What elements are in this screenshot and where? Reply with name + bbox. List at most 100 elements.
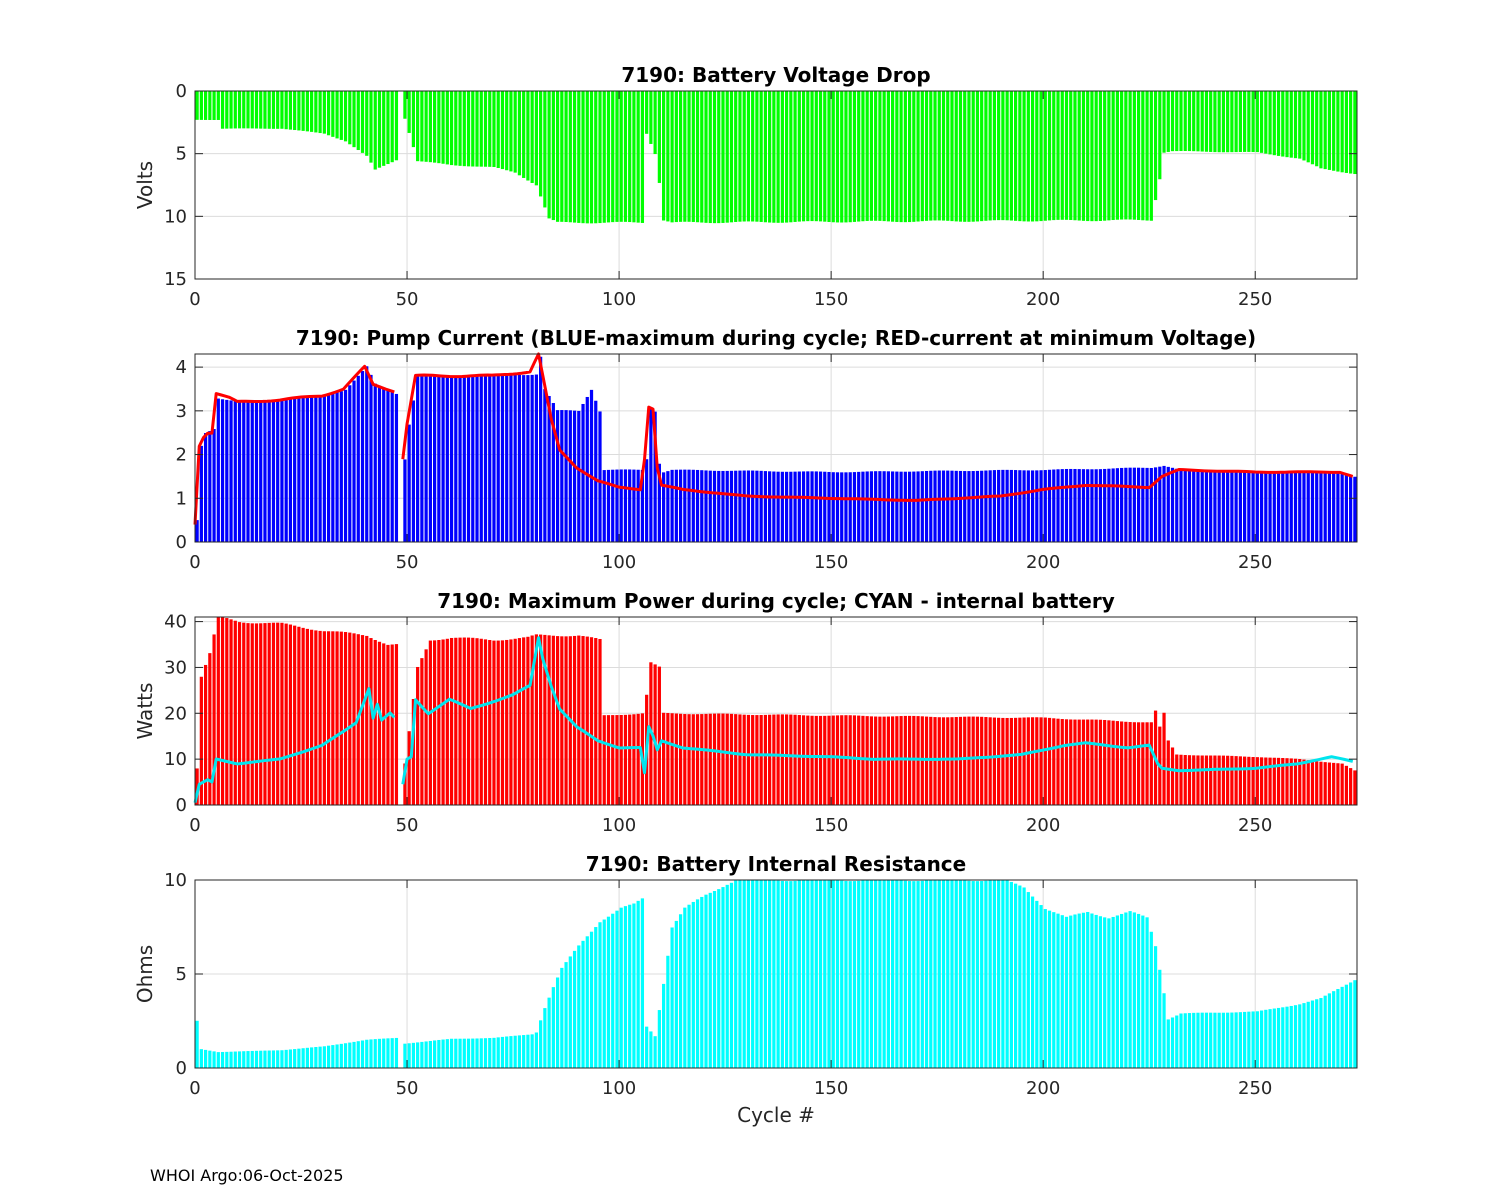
- bar: [445, 1039, 449, 1068]
- bar: [721, 470, 725, 542]
- bar: [598, 638, 602, 805]
- bar: [712, 91, 717, 224]
- bar: [780, 714, 784, 805]
- bar: [454, 91, 458, 166]
- bar: [1187, 755, 1192, 805]
- bar: [517, 638, 522, 805]
- bar: [763, 880, 768, 1068]
- bar: [555, 977, 560, 1068]
- bar: [628, 904, 632, 1068]
- bar: [691, 714, 695, 805]
- bar: [1107, 468, 1111, 542]
- bar: [530, 1034, 534, 1068]
- bar: [492, 374, 496, 542]
- y-tick-label: 0: [176, 1058, 187, 1079]
- bar: [1047, 910, 1052, 1068]
- bar: [373, 1039, 377, 1068]
- bar: [1047, 717, 1052, 805]
- bar: [352, 91, 356, 148]
- bar: [1221, 755, 1226, 805]
- bar: [237, 1051, 242, 1068]
- bar: [339, 631, 343, 805]
- bar: [505, 91, 509, 171]
- bar: [1132, 91, 1136, 220]
- bar: [1226, 1012, 1230, 1068]
- bar: [793, 471, 797, 542]
- bar: [738, 714, 742, 805]
- bar: [691, 469, 695, 542]
- bar: [852, 881, 857, 1068]
- bar: [547, 997, 551, 1068]
- bar: [216, 1052, 220, 1068]
- bar: [373, 383, 377, 542]
- bar: [466, 637, 471, 805]
- bar: [1204, 1012, 1209, 1068]
- bar: [814, 880, 818, 1068]
- bar: [840, 880, 844, 1068]
- bar: [1039, 91, 1043, 222]
- bar: [725, 713, 729, 805]
- bar: [818, 91, 823, 222]
- bar: [233, 620, 237, 805]
- bar: [763, 714, 768, 805]
- bar: [1103, 91, 1107, 221]
- bar: [318, 630, 322, 805]
- bar: [874, 91, 878, 221]
- bar: [343, 1043, 348, 1068]
- bar: [789, 91, 793, 223]
- bar: [225, 399, 229, 542]
- bar: [776, 471, 780, 542]
- bar: [322, 1046, 326, 1068]
- bar: [445, 91, 449, 165]
- bar: [433, 374, 437, 542]
- bar: [662, 712, 666, 805]
- bar: [1234, 471, 1238, 542]
- bar: [831, 715, 835, 805]
- bar: [721, 91, 725, 223]
- y-axis-label: Watts: [133, 683, 157, 740]
- bar: [1319, 91, 1323, 169]
- bar: [1272, 91, 1276, 156]
- bar: [623, 714, 628, 805]
- bar: [912, 471, 916, 542]
- bar: [742, 880, 746, 1068]
- bar: [1310, 760, 1315, 805]
- bar: [1349, 91, 1353, 174]
- bar: [1141, 467, 1145, 542]
- bar: [657, 666, 661, 805]
- bar: [199, 445, 203, 542]
- bar: [861, 471, 865, 542]
- bar: [530, 635, 534, 805]
- bar: [1035, 91, 1039, 222]
- bar: [237, 622, 242, 805]
- bar: [657, 463, 661, 542]
- bar: [572, 950, 577, 1068]
- bar: [1344, 765, 1349, 805]
- bar: [700, 896, 704, 1068]
- bar: [891, 880, 895, 1068]
- bar: [526, 91, 530, 181]
- bar: [1243, 1011, 1247, 1068]
- bar: [293, 91, 297, 131]
- bar: [674, 91, 678, 223]
- bar: [509, 639, 513, 805]
- bar: [623, 906, 628, 1068]
- bar: [992, 880, 997, 1068]
- bar: [1310, 471, 1315, 542]
- bar: [1018, 717, 1022, 805]
- bar: [348, 1042, 352, 1068]
- bar: [806, 471, 810, 542]
- bar: [555, 410, 560, 542]
- bar: [768, 714, 772, 805]
- bar: [1281, 472, 1285, 542]
- bar: [1014, 883, 1018, 1068]
- bar: [203, 91, 208, 120]
- bar: [666, 91, 670, 222]
- bar: [691, 91, 695, 222]
- bar: [216, 91, 220, 120]
- bar: [1293, 1005, 1298, 1068]
- bar: [220, 1051, 225, 1068]
- bar: [394, 644, 399, 805]
- bar: [1353, 476, 1357, 542]
- bar: [1234, 756, 1238, 805]
